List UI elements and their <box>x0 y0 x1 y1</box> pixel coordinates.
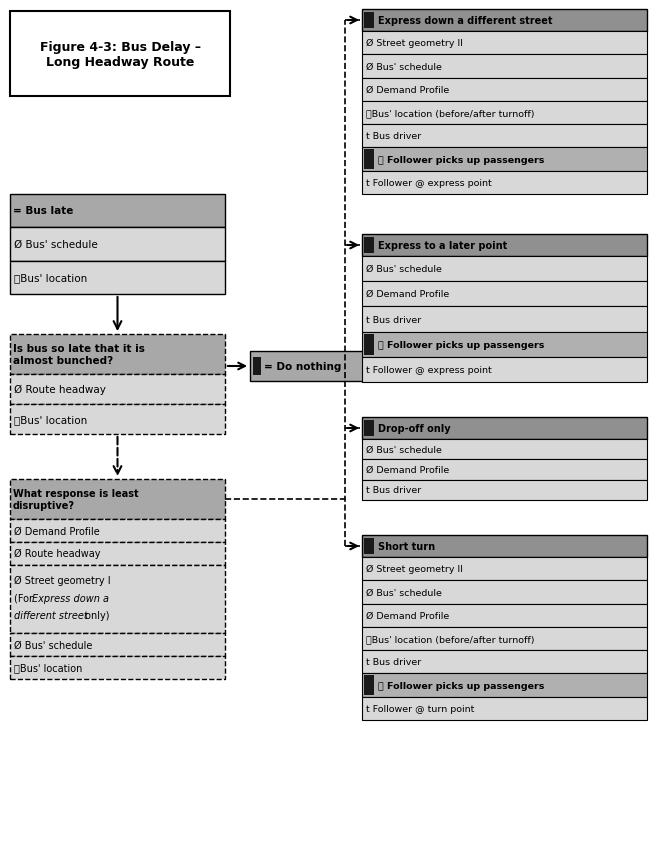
Bar <box>10 656 225 679</box>
Text: Ø Bus' schedule: Ø Bus' schedule <box>366 588 442 596</box>
Bar <box>362 535 647 557</box>
Bar <box>10 405 225 435</box>
Bar <box>362 440 647 460</box>
Text: Express down a different street: Express down a different street <box>378 16 552 26</box>
Text: different street: different street <box>14 611 88 621</box>
Text: ⓘBus' location (before/after turnoff): ⓘBus' location (before/after turnoff) <box>366 109 534 118</box>
Text: Ø Demand Profile: Ø Demand Profile <box>366 465 449 475</box>
Text: = Do nothing: = Do nothing <box>264 361 341 371</box>
Bar <box>362 650 647 674</box>
Bar <box>10 634 225 656</box>
Text: only): only) <box>82 611 109 621</box>
Bar <box>364 538 374 555</box>
Bar <box>10 262 225 295</box>
Bar <box>362 32 647 55</box>
Text: Ø Bus' schedule: Ø Bus' schedule <box>14 239 98 250</box>
Bar <box>362 148 647 171</box>
Text: ＿ Follower picks up passengers: ＿ Follower picks up passengers <box>378 681 544 690</box>
Text: t Follower @ turn point: t Follower @ turn point <box>366 704 474 713</box>
Text: Ø Demand Profile: Ø Demand Profile <box>14 526 100 536</box>
Bar <box>362 10 647 32</box>
Text: Ø Bus' schedule: Ø Bus' schedule <box>366 265 442 273</box>
Text: ⓘBus' location: ⓘBus' location <box>14 663 82 673</box>
Bar <box>362 357 647 383</box>
Bar <box>362 627 647 650</box>
Text: ⓘBus' location (before/after turnoff): ⓘBus' location (before/after turnoff) <box>366 634 534 643</box>
Bar <box>362 55 647 78</box>
Bar <box>362 557 647 580</box>
Bar <box>364 334 374 355</box>
Text: ＿ Follower picks up passengers: ＿ Follower picks up passengers <box>378 340 544 349</box>
Text: (For: (For <box>14 593 36 603</box>
Bar <box>10 227 225 262</box>
Bar <box>10 375 225 405</box>
Bar <box>362 417 647 440</box>
Bar <box>250 352 370 382</box>
Text: t Follower @ express point: t Follower @ express point <box>366 179 492 187</box>
Bar <box>253 358 261 376</box>
Text: Ø Demand Profile: Ø Demand Profile <box>366 290 449 299</box>
Text: Drop-off only: Drop-off only <box>378 423 451 434</box>
Text: Ø Route headway: Ø Route headway <box>14 384 106 394</box>
Bar <box>10 520 225 542</box>
Bar <box>362 580 647 604</box>
Text: Ø Street geometry I: Ø Street geometry I <box>14 575 111 585</box>
Bar <box>362 697 647 720</box>
Text: Express down a: Express down a <box>32 593 109 603</box>
Text: Ø Bus' schedule: Ø Bus' schedule <box>14 640 92 650</box>
Bar <box>362 674 647 697</box>
Bar <box>10 335 225 375</box>
Text: t Bus driver: t Bus driver <box>366 132 421 141</box>
Text: t Bus driver: t Bus driver <box>366 315 421 324</box>
Text: Ø Street geometry II: Ø Street geometry II <box>366 564 463 573</box>
Text: Ø Demand Profile: Ø Demand Profile <box>366 85 449 95</box>
Bar <box>364 421 374 436</box>
Text: Is bus so late that it is
almost bunched?: Is bus so late that it is almost bunched… <box>13 344 145 366</box>
Text: ⓘBus' location: ⓘBus' location <box>14 415 87 424</box>
Bar <box>362 171 647 195</box>
Bar <box>362 307 647 332</box>
Text: Figure 4-3: Bus Delay –
Long Headway Route: Figure 4-3: Bus Delay – Long Headway Rou… <box>40 40 200 68</box>
Bar <box>362 101 647 125</box>
Bar <box>10 542 225 565</box>
Text: t Bus driver: t Bus driver <box>366 658 421 666</box>
Text: Express to a later point: Express to a later point <box>378 241 507 250</box>
Bar <box>364 238 374 254</box>
Bar <box>10 480 225 520</box>
Text: t Follower @ express point: t Follower @ express point <box>366 366 492 375</box>
Text: Short turn: Short turn <box>378 541 435 551</box>
Bar <box>362 481 647 500</box>
Bar <box>362 332 647 357</box>
Text: Ø Bus' schedule: Ø Bus' schedule <box>366 445 442 454</box>
Bar <box>362 282 647 307</box>
Text: Ø Route headway: Ø Route headway <box>14 549 101 559</box>
Bar <box>364 13 374 29</box>
Bar <box>10 195 225 227</box>
Bar <box>362 78 647 101</box>
Bar <box>362 256 647 282</box>
Bar <box>362 604 647 627</box>
Bar <box>364 150 374 170</box>
Text: ＿ Follower picks up passengers: ＿ Follower picks up passengers <box>378 155 544 164</box>
Text: t Bus driver: t Bus driver <box>366 486 421 495</box>
Text: = Bus late: = Bus late <box>13 206 73 216</box>
Bar <box>10 565 225 634</box>
Text: Ø Street geometry II: Ø Street geometry II <box>366 39 463 49</box>
Bar <box>362 125 647 148</box>
Bar <box>362 234 647 256</box>
Text: Ø Bus' schedule: Ø Bus' schedule <box>366 62 442 72</box>
Bar <box>362 460 647 481</box>
Bar <box>364 676 374 695</box>
Bar <box>10 12 230 97</box>
Text: ⓘBus' location: ⓘBus' location <box>14 273 87 283</box>
Text: What response is least
disruptive?: What response is least disruptive? <box>13 489 138 510</box>
Text: Ø Demand Profile: Ø Demand Profile <box>366 611 449 620</box>
